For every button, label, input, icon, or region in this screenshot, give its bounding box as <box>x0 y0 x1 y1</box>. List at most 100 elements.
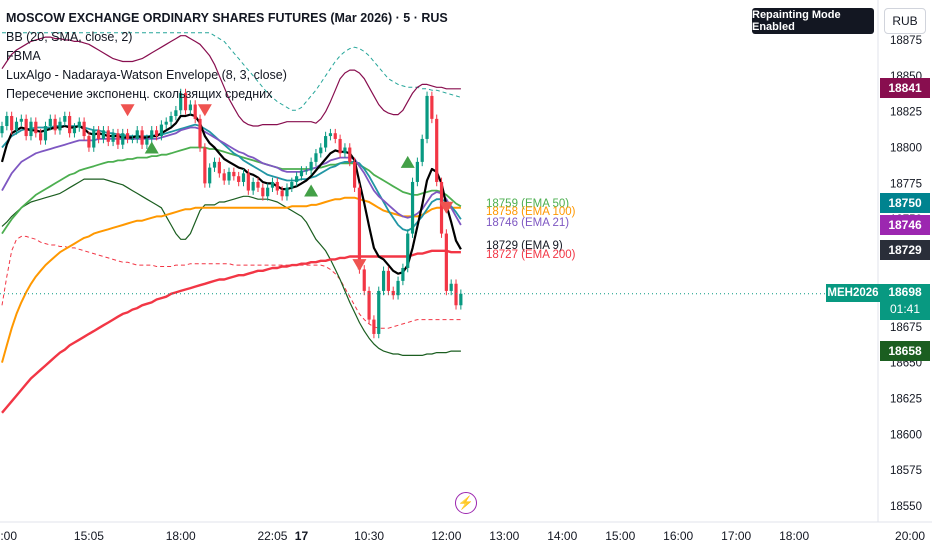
sell-signal-triangle <box>197 104 212 117</box>
series-ema-21 <box>1 126 462 226</box>
buy-signal-triangle <box>400 155 415 168</box>
candle-body <box>179 93 183 111</box>
candle-body <box>212 161 217 168</box>
candle-body <box>159 124 163 137</box>
y-tick-label: 18550 <box>890 501 922 513</box>
currency-button[interactable]: RUB <box>884 8 926 34</box>
candle-body <box>454 283 458 306</box>
x-tick-label: 15:00 <box>605 529 635 543</box>
candle-body <box>280 190 284 197</box>
candle-body <box>193 104 197 119</box>
candle-body <box>285 187 289 197</box>
x-tick-label: 22:05 <box>257 529 287 543</box>
candle-body <box>333 133 337 139</box>
candle-body <box>227 171 231 181</box>
x-tick-label: 18:00 <box>166 529 196 543</box>
repainting-badge: Repainting Mode Enabled <box>752 8 874 34</box>
candle-body <box>77 121 81 128</box>
candle-body <box>391 290 395 296</box>
candle-body <box>304 170 308 172</box>
candle-body <box>43 126 48 141</box>
candle-body <box>425 95 429 139</box>
candle-body <box>261 187 265 197</box>
candle-body <box>241 173 246 182</box>
ema200-label: 18727 (EMA 200) <box>486 249 576 261</box>
candle-body <box>295 176 299 182</box>
candle-body <box>324 136 328 148</box>
series-ema-50 <box>1 146 462 235</box>
candle-body <box>232 171 236 177</box>
candle-body <box>140 130 144 145</box>
series-ema-100 <box>1 196 461 363</box>
candle-body <box>275 181 279 191</box>
candle-body <box>309 161 313 171</box>
candle-body <box>381 270 386 291</box>
legend-fbma[interactable]: FBMA <box>6 49 41 63</box>
last-price-value: 18698 <box>888 285 922 299</box>
bar-countdown: 01:41 <box>889 302 921 316</box>
x-tick-label: 18:00 <box>779 529 809 543</box>
last-price-tag: 18698 01:41 <box>880 284 930 320</box>
x-tick-label: 10:30 <box>354 529 384 543</box>
ema9-price-tag: 18729 <box>880 240 930 260</box>
candle-body <box>63 115 67 122</box>
candle-body <box>217 161 221 174</box>
candle-body <box>222 173 226 181</box>
series-bb-basis <box>1 123 462 232</box>
candle-body <box>5 115 9 127</box>
candle-body <box>39 133 43 141</box>
candle-body <box>188 104 192 111</box>
candle-body <box>101 130 106 139</box>
legend-ema-cross[interactable]: Пересечение экспоненц. скользящих средни… <box>6 87 273 101</box>
candle-body <box>0 126 4 134</box>
candle-body <box>116 133 120 145</box>
candle-body <box>135 130 139 139</box>
candle-body <box>396 280 400 296</box>
candle-body <box>401 267 405 281</box>
ema100-label: 18758 (EMA 100) <box>486 206 576 218</box>
x-tick-label: 13:00 <box>489 529 519 543</box>
symbol-tag: MEH2026 <box>826 284 880 302</box>
candle-body <box>386 270 390 291</box>
candle-body <box>362 269 366 291</box>
series-bb-upper <box>1 35 461 127</box>
legend-luxalgo[interactable]: LuxAlgo - Nadaraya-Watson Envelope (8, 3… <box>6 68 287 82</box>
candle-body <box>92 130 96 148</box>
y-tick-label: 18575 <box>890 465 922 477</box>
candle-body <box>82 121 86 137</box>
legend-title[interactable]: MOSCOW EXCHANGE ORDINARY SHARES FUTURES … <box>6 11 448 25</box>
candle-body <box>377 290 381 334</box>
candle-body <box>183 93 188 111</box>
candle-body <box>19 118 23 122</box>
candle-body <box>150 130 154 139</box>
legend-bb[interactable]: BB (20, SMA, close, 2) <box>6 30 133 44</box>
envelope-lower-line <box>1 235 461 329</box>
lightning-icon[interactable]: ⚡ <box>455 492 477 514</box>
candle-body <box>256 181 260 188</box>
buy-signal-triangle <box>304 184 319 197</box>
candle-body <box>106 130 110 142</box>
ema50-label: 18759 (EMA 50) <box>486 198 570 210</box>
candle-body <box>459 293 463 306</box>
candle-body <box>372 319 376 334</box>
candle-body <box>319 147 323 154</box>
x-tick-label: 16:00 <box>663 529 693 543</box>
candle-body <box>328 133 333 137</box>
ema21-price-tag: 18746 <box>880 215 930 235</box>
candle-body <box>169 115 173 122</box>
candle-body <box>174 110 178 116</box>
candle-body <box>198 118 202 148</box>
candle-body <box>415 161 419 182</box>
sell-signal-triangle <box>120 104 135 117</box>
x-tick-label: 17:00 <box>721 529 751 543</box>
candle-body <box>439 181 444 234</box>
candle-body <box>449 283 453 291</box>
y-tick-label: 18675 <box>890 322 922 334</box>
y-tick-label: 18775 <box>890 178 922 190</box>
candle-body <box>24 118 28 137</box>
candle-body <box>154 130 159 137</box>
ema21-label: 18746 (EMA 21) <box>486 217 570 229</box>
y-tick-label: 18825 <box>890 107 922 119</box>
candle-body <box>430 95 434 119</box>
candle-body <box>68 115 72 134</box>
